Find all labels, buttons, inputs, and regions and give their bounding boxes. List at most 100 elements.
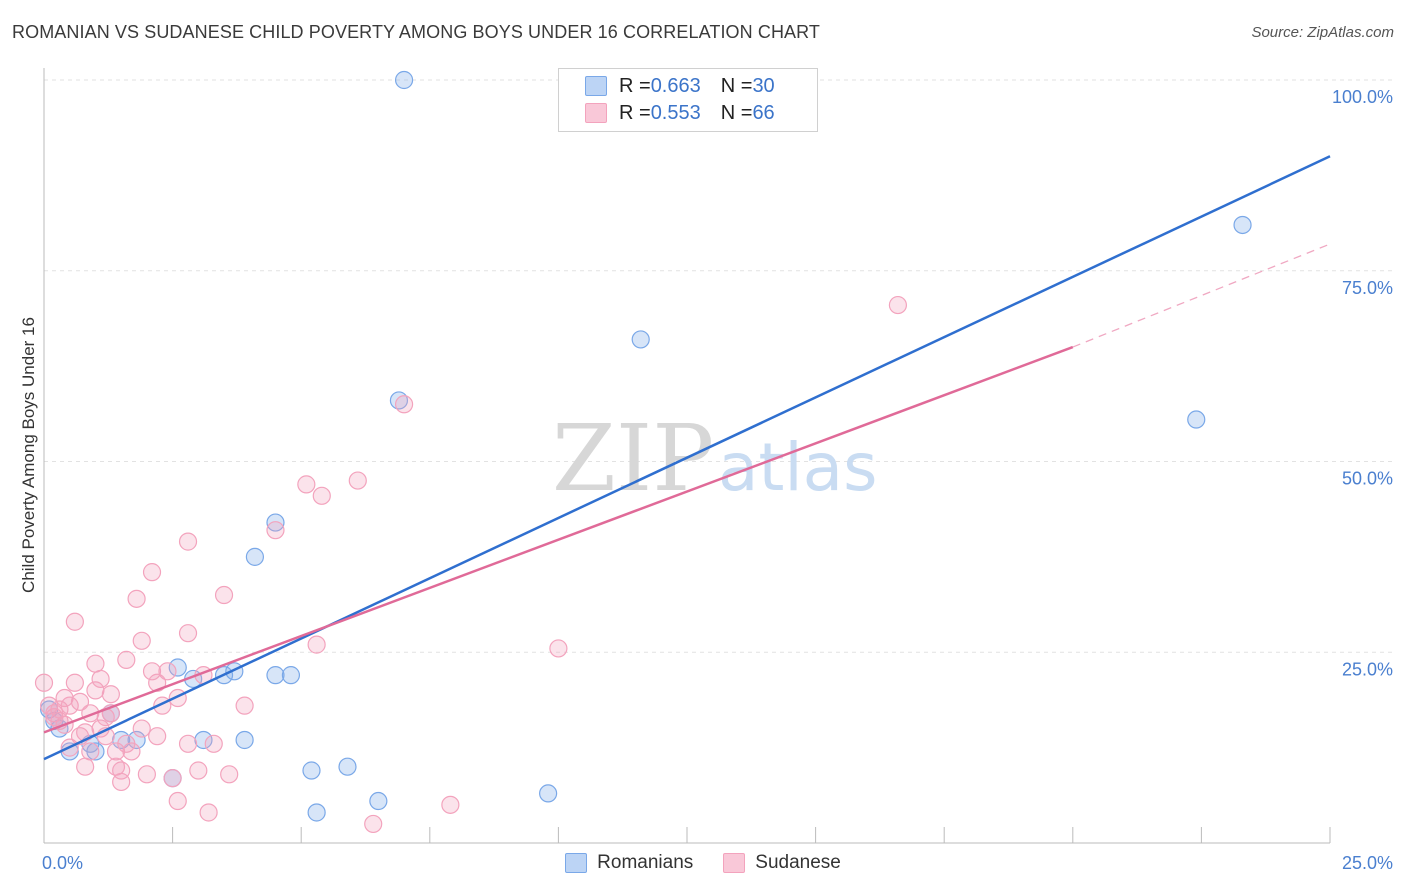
sudanese-point bbox=[549, 639, 568, 658]
sudanese-point bbox=[441, 795, 460, 814]
correlation-legend: R = 0.663 N = 30 R = 0.553 N = 66 bbox=[558, 68, 818, 132]
romanians-swatch bbox=[585, 76, 607, 96]
sudanese-point bbox=[142, 563, 162, 582]
sudanese-point bbox=[348, 471, 367, 490]
romanian-point bbox=[194, 730, 213, 750]
gridlines bbox=[44, 79, 1392, 653]
x-tick-label: 25.0% bbox=[1342, 853, 1393, 873]
sudanese-point bbox=[307, 635, 326, 654]
sudanese-point bbox=[127, 589, 146, 608]
sudanese-point bbox=[312, 486, 331, 505]
sudanese-point bbox=[132, 719, 151, 738]
legend-n-value: 30 bbox=[752, 74, 775, 97]
sudanese-point bbox=[168, 791, 187, 811]
legend-label-sudanese: Sudanese bbox=[755, 852, 841, 873]
sudanese-point bbox=[220, 765, 239, 784]
legend-r-label: R = bbox=[619, 74, 651, 97]
romanian-point bbox=[307, 803, 326, 822]
trend-lines bbox=[43, 155, 1331, 761]
sudanese-point bbox=[70, 692, 90, 711]
romanian-point bbox=[1233, 215, 1252, 235]
legend-n-label: N = bbox=[720, 101, 753, 124]
romanian-point bbox=[369, 791, 388, 811]
sudanese-point bbox=[394, 395, 414, 414]
legend-row-romanians: R = 0.663 N = 30 bbox=[585, 73, 775, 99]
y-tick-label: 25.0% bbox=[1342, 659, 1393, 679]
romanian-point bbox=[266, 666, 285, 685]
sudanese-swatch bbox=[585, 103, 607, 123]
legend-item-sudanese: Sudanese bbox=[723, 852, 841, 874]
sudanese-point bbox=[65, 673, 84, 692]
legend-r-value: 0.663 bbox=[650, 74, 701, 97]
sudanese-point bbox=[204, 734, 223, 753]
x-tick-label: 0.0% bbox=[42, 853, 83, 873]
sudanese-point bbox=[178, 624, 198, 643]
sudanese-point bbox=[364, 814, 383, 834]
romanian-point bbox=[235, 730, 254, 750]
axes bbox=[43, 68, 1331, 844]
watermark-atlas: atlas bbox=[718, 429, 878, 506]
sudanese-point bbox=[148, 727, 167, 746]
y-axis-label: Child Poverty Among Boys Under 16 bbox=[19, 317, 38, 593]
sudanese-point bbox=[189, 761, 208, 780]
sudanese-point bbox=[235, 696, 254, 715]
sudanese-point bbox=[132, 631, 151, 650]
source-credit: Source: ZipAtlas.com bbox=[1251, 24, 1394, 41]
sudanese-point bbox=[65, 612, 84, 631]
romanian-point bbox=[539, 784, 558, 803]
y-tick-label: 100.0% bbox=[1332, 87, 1393, 107]
sudanese-point bbox=[214, 585, 234, 605]
sudanese-points bbox=[34, 295, 908, 834]
romanian-point bbox=[168, 658, 187, 677]
legend-r-value: 0.553 bbox=[650, 101, 701, 124]
romanian-point bbox=[338, 757, 357, 776]
y-tick-label: 50.0% bbox=[1342, 469, 1393, 489]
romanian-point bbox=[394, 70, 414, 90]
sudanese-point bbox=[297, 475, 316, 494]
romanian-point bbox=[631, 330, 650, 349]
sudanese-point bbox=[199, 803, 218, 822]
series-legend: Romanians Sudanese bbox=[0, 852, 1406, 874]
romanian-point bbox=[302, 761, 321, 780]
sudanese-point bbox=[91, 669, 110, 689]
sudanese-point bbox=[34, 673, 54, 692]
sudanese-point bbox=[163, 769, 182, 788]
sudanese-point bbox=[142, 662, 162, 681]
sudanese-point bbox=[81, 742, 100, 761]
romanian-point bbox=[1187, 410, 1206, 429]
sudanese-point bbox=[178, 734, 198, 753]
sudanese-point bbox=[178, 532, 198, 551]
sudanese-point bbox=[106, 757, 126, 776]
tick-labels: 25.0% 50.0% 75.0% 100.0% 0.0% 25.0% bbox=[42, 87, 1393, 873]
sudanese-point bbox=[266, 521, 285, 540]
legend-label-romanians: Romanians bbox=[597, 852, 694, 873]
romanian-point bbox=[281, 666, 301, 685]
sudanese-point bbox=[45, 708, 64, 727]
legend-n-value: 66 bbox=[752, 101, 775, 124]
watermark: ZIP atlas bbox=[552, 405, 878, 512]
romanians-swatch bbox=[565, 853, 588, 873]
romanian-point bbox=[86, 742, 105, 761]
legend-n-label: N = bbox=[720, 74, 753, 97]
sudanese-point bbox=[86, 681, 105, 700]
y-tick-label: 75.0% bbox=[1342, 278, 1393, 298]
sudanese-point bbox=[117, 650, 136, 669]
sudanese-trend-extension bbox=[1072, 243, 1331, 348]
chart-title: ROMANIAN VS SUDANESE CHILD POVERTY AMONG… bbox=[12, 22, 821, 42]
romanian-point bbox=[245, 547, 265, 566]
romanian-point bbox=[266, 513, 285, 532]
sudanese-swatch bbox=[723, 853, 746, 873]
sudanese-point bbox=[60, 696, 79, 715]
legend-item-romanians: Romanians bbox=[565, 852, 693, 874]
legend-r-label: R = bbox=[619, 101, 651, 124]
sudanese-point bbox=[888, 295, 908, 315]
romanian-point bbox=[127, 730, 146, 750]
legend-row-sudanese: R = 0.553 N = 66 bbox=[585, 100, 775, 126]
watermark-zip: ZIP bbox=[552, 405, 714, 512]
sudanese-trend-line bbox=[43, 345, 1074, 734]
sudanese-point bbox=[86, 654, 105, 673]
sudanese-point bbox=[158, 662, 177, 681]
sudanese-point bbox=[137, 765, 156, 784]
sudanese-point bbox=[101, 685, 120, 704]
